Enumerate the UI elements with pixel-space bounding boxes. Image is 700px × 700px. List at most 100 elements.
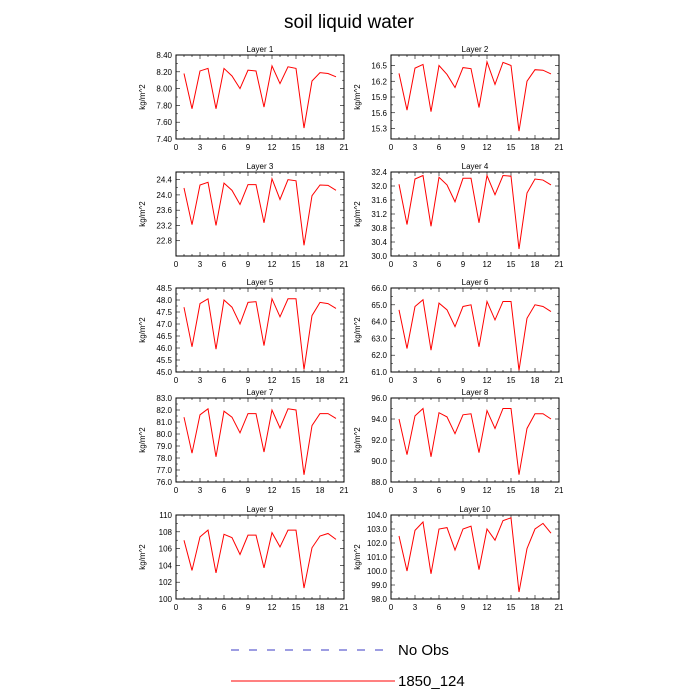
panel-5-xtick-label: 0 xyxy=(174,376,179,385)
panel-6: Layer 6 0 3 6 9 12 15 18 21 61.0 62.0 63.0 64.0 65.0 6… xyxy=(353,278,564,385)
panel-5-xtick-label: 12 xyxy=(268,376,277,385)
panel-8-xtick-label: 12 xyxy=(483,486,492,495)
panel-6-xtick-label: 15 xyxy=(507,376,516,385)
panel-9-ytick-label: 110 xyxy=(159,511,172,520)
panel-7-xtick-label: 12 xyxy=(268,486,277,495)
panel-2: Layer 2 0 3 6 9 12 15 18 21 15.3 15.6 15.9 16.2 16.5 k… xyxy=(353,45,564,152)
panel-1-xtick-label: 9 xyxy=(246,143,251,152)
panel-4: Layer 4 0 3 6 9 12 15 18 21 30.0 30.4 30.8 31.2 31.6 3… xyxy=(353,162,564,269)
panel-2-xtick-label: 3 xyxy=(413,143,418,152)
panel-9-ytick-label: 102 xyxy=(159,578,173,587)
panel-4-ytick-label: 31.6 xyxy=(371,196,387,205)
panel-3-title: Layer 3 xyxy=(247,162,274,171)
panel-5-xtick-label: 9 xyxy=(246,376,251,385)
panel-8-ytick-label: 90.0 xyxy=(371,457,387,466)
panel-grid: Layer 10 3 6 9 12 15 18 217.407.607.808.008.208… xyxy=(138,45,564,612)
panel-2-series-line xyxy=(398,59,552,132)
panel-1-xtick-label: 12 xyxy=(268,143,277,152)
panel-5-ytick-label: 45.0 xyxy=(156,368,172,377)
panel-9-xtick-label: 3 xyxy=(198,603,203,612)
panel-1-ytick-label: 7.80 xyxy=(156,101,172,110)
panel-10-xtick-label: 18 xyxy=(531,603,540,612)
panel-1-ytick-label: 7.40 xyxy=(156,135,172,144)
panel-9-ytick-label: 100 xyxy=(159,595,173,604)
panel-8-xtick-label: 0 xyxy=(389,486,394,495)
panel-4-frame xyxy=(390,171,560,257)
panel-2-title: Layer 2 xyxy=(462,45,489,54)
panel-9-xtick-label: 12 xyxy=(268,603,277,612)
panel-2-xtick-label: 15 xyxy=(507,143,516,152)
panel-5-ytick-label: 47.5 xyxy=(156,308,172,317)
panel-3-xtick-label: 18 xyxy=(316,260,325,269)
panel-8-ytick-label: 94.0 xyxy=(371,415,387,424)
panel-4-ytick-label: 30.0 xyxy=(371,252,387,261)
panel-3-xtick-label: 21 xyxy=(340,260,349,269)
panel-1-ytick-label: 8.20 xyxy=(156,68,172,77)
panel-3-series-line xyxy=(183,177,337,246)
panel-4-ytick-label: 30.4 xyxy=(371,238,387,247)
panel-9-title: Layer 9 xyxy=(247,505,274,514)
panel-6-xtick-label: 21 xyxy=(555,376,564,385)
chart-title: soil liquid water xyxy=(284,12,415,33)
panel-4-xtick-label: 3 xyxy=(413,260,418,269)
panel-7-ytick-label: 80.0 xyxy=(156,430,172,439)
panel-3-xtick-label: 9 xyxy=(246,260,251,269)
panel-4-xtick-label: 12 xyxy=(483,260,492,269)
panel-1-ytick-label: 8.40 xyxy=(156,51,172,60)
panel-10-ytick-label: 101.0 xyxy=(367,553,388,562)
panel-7-ytick-label: 81.0 xyxy=(156,418,172,427)
panel-6-ytick-label: 66.0 xyxy=(371,284,387,293)
panel-3-ytick-label: 23.6 xyxy=(156,206,172,215)
panel-7-xtick-label: 9 xyxy=(246,486,251,495)
panel-4-ytick-label: 32.0 xyxy=(371,182,387,191)
panel-5-ytick-label: 48.0 xyxy=(156,296,172,305)
panel-9-xtick-label: 6 xyxy=(222,603,227,612)
panel-1-xtick-label: 15 xyxy=(292,143,301,152)
panel-3-ytick-label: 24.4 xyxy=(156,176,172,185)
panel-10-xtick-label: 3 xyxy=(413,603,418,612)
panel-6-xtick-label: 18 xyxy=(531,376,540,385)
panel-8-xtick-label: 21 xyxy=(555,486,564,495)
panel-3-xtick-label: 0 xyxy=(174,260,179,269)
panel-6-xtick-label: 9 xyxy=(461,376,466,385)
panel-9-xtick-label: 18 xyxy=(316,603,325,612)
panel-4-ytick-label: 32.4 xyxy=(371,168,387,177)
panel-5-title: Layer 5 xyxy=(247,278,274,287)
panel-6-ytick-label: 65.0 xyxy=(371,301,387,310)
panel-7-ytick-label: 82.0 xyxy=(156,406,172,415)
panel-2-ytick-label: 16.2 xyxy=(371,77,387,86)
panel-7-xtick-label: 18 xyxy=(316,486,325,495)
panel-10-ytick-label: 103.0 xyxy=(367,525,388,534)
panel-7-xtick-label: 15 xyxy=(292,486,301,495)
panel-9-ytick-label: 104 xyxy=(159,561,173,570)
panel-7-ylabel: kg/m^2 xyxy=(138,427,147,453)
panel-1-xtick-label: 21 xyxy=(340,143,349,152)
panel-1-xtick-label: 18 xyxy=(316,143,325,152)
panel-3-xtick-label: 12 xyxy=(268,260,277,269)
panel-4-ytick-label: 30.8 xyxy=(371,224,387,233)
panel-4-xtick-label: 0 xyxy=(389,260,394,269)
panel-4-series-line xyxy=(398,173,552,250)
panel-2-ytick-label: 15.9 xyxy=(371,93,387,102)
panel-10-xtick-label: 0 xyxy=(389,603,394,612)
panel-7-xtick-label: 6 xyxy=(222,486,227,495)
panel-6-ylabel: kg/m^2 xyxy=(353,317,362,343)
panel-6-xtick-label: 0 xyxy=(389,376,394,385)
panel-9: Layer 9 0 3 6 9 12 15 18 21 100 102 104 106 108 110 kg/… xyxy=(138,505,349,612)
panel-9-ytick-label: 108 xyxy=(159,528,173,537)
panel-5-xtick-label: 21 xyxy=(340,376,349,385)
panel-4-xtick-label: 9 xyxy=(461,260,466,269)
panel-7-xtick-label: 0 xyxy=(174,486,179,495)
panel-6-series-line xyxy=(398,298,552,371)
panel-7-xtick-label: 3 xyxy=(198,486,203,495)
panel-9-ylabel: kg/m^2 xyxy=(138,544,147,570)
panel-10-ytick-label: 102.0 xyxy=(367,539,388,548)
panel-5-ytick-label: 46.0 xyxy=(156,344,172,353)
panel-1-xtick-label: 3 xyxy=(198,143,203,152)
panel-7-ytick-label: 83.0 xyxy=(156,394,172,403)
panel-10-ytick-label: 100.0 xyxy=(367,567,388,576)
panel-2-ylabel: kg/m^2 xyxy=(353,84,362,110)
panel-9-xtick-label: 0 xyxy=(174,603,179,612)
panel-3-xtick-label: 15 xyxy=(292,260,301,269)
